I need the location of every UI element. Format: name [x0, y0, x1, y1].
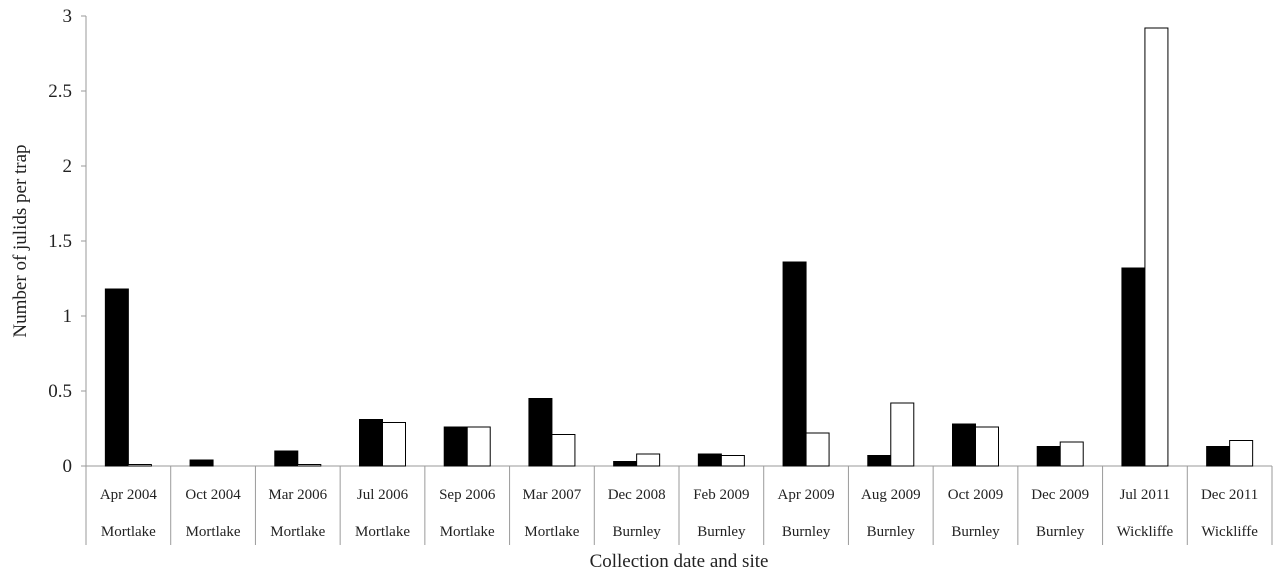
- category-date-label: Apr 2009: [778, 487, 835, 503]
- y-axis: [81, 15, 87, 467]
- category-site-label: Burnley: [951, 524, 1000, 540]
- bar-series-1: [697, 453, 722, 467]
- y-tick-label: 2.5: [48, 81, 72, 102]
- category-site-label: Burnley: [1036, 524, 1085, 540]
- category-date-label: Jul 2011: [1120, 487, 1171, 503]
- bar-series-1: [189, 459, 214, 467]
- bar-series-1: [1121, 267, 1146, 467]
- bar-series-2: [297, 464, 322, 467]
- category-date-label: Oct 2009: [948, 487, 1003, 503]
- y-axis-title: Number of julids per trap: [10, 144, 31, 337]
- category-date-label: Oct 2004: [185, 487, 241, 503]
- bar-series-1: [613, 461, 638, 467]
- bar-series-1: [1036, 446, 1061, 467]
- category-site-label: Burnley: [782, 524, 831, 540]
- bar-series-1: [443, 426, 468, 467]
- y-tick-label: 0: [63, 456, 73, 477]
- category-date-label: Mar 2007: [523, 487, 582, 503]
- category-date-label: Dec 2008: [608, 487, 666, 503]
- y-tick-labels: 0 0.5 1 1.5 2 2.5 3: [48, 6, 72, 477]
- bar-series-2: [1144, 27, 1169, 467]
- category-site-label: Burnley: [612, 524, 661, 540]
- y-tick-label: 3: [63, 6, 73, 27]
- category-site-label: Mortlake: [270, 524, 325, 540]
- bar-series-2: [466, 426, 491, 467]
- category-site-label: Wickliffe: [1117, 524, 1174, 540]
- bar-series-1: [274, 450, 299, 467]
- category-date-label: Sep 2006: [439, 487, 496, 503]
- bar-series-2: [890, 402, 915, 467]
- bar-series-1: [867, 455, 892, 467]
- bar-series-2: [975, 426, 999, 467]
- bar-series-2: [636, 453, 661, 467]
- y-tick-label: 0.5: [48, 381, 72, 402]
- bar-series-1: [104, 288, 129, 467]
- bar-series-1: [782, 261, 807, 467]
- y-tick-label: 2: [63, 156, 73, 177]
- category-date-label: Apr 2004: [100, 487, 158, 503]
- category-date-label: Aug 2009: [861, 487, 921, 503]
- category-date-label: Mar 2006: [268, 487, 327, 503]
- bar-series-2: [127, 464, 152, 467]
- category-labels: Apr 2004 Mortlake Oct 2004 Mortlake Mar 2006…: [100, 487, 1258, 540]
- bar-series-2: [1229, 440, 1254, 467]
- category-site-label: Mortlake: [524, 524, 579, 540]
- category-site-label: Mortlake: [186, 524, 241, 540]
- bar-series-2: [805, 432, 830, 467]
- bar-series-1: [952, 423, 976, 467]
- category-site-label: Wickliffe: [1201, 524, 1258, 540]
- category-date-label: Dec 2009: [1031, 487, 1089, 503]
- y-tick-label: 1: [63, 306, 73, 327]
- bar-series-1: [528, 398, 553, 467]
- x-axis-title: Collection date and site: [590, 551, 769, 572]
- category-date-label: Dec 2011: [1201, 487, 1258, 503]
- category-site-label: Mortlake: [440, 524, 495, 540]
- category-site-label: Burnley: [867, 524, 916, 540]
- y-tick-label: 1.5: [48, 231, 72, 252]
- bar-series-2: [720, 455, 745, 467]
- bar-series-2: [382, 422, 406, 467]
- category-site-label: Mortlake: [355, 524, 410, 540]
- bars-group: [104, 27, 1254, 467]
- x-axis: [85, 465, 1273, 545]
- category-date-label: Jul 2006: [357, 487, 409, 503]
- bar-series-2: [551, 434, 576, 467]
- bar-series-1: [359, 419, 383, 467]
- bar-series-2: [1059, 441, 1084, 467]
- category-date-label: Feb 2009: [693, 487, 749, 503]
- bar-series-1: [1206, 446, 1231, 467]
- category-site-label: Burnley: [697, 524, 746, 540]
- category-site-label: Mortlake: [101, 524, 156, 540]
